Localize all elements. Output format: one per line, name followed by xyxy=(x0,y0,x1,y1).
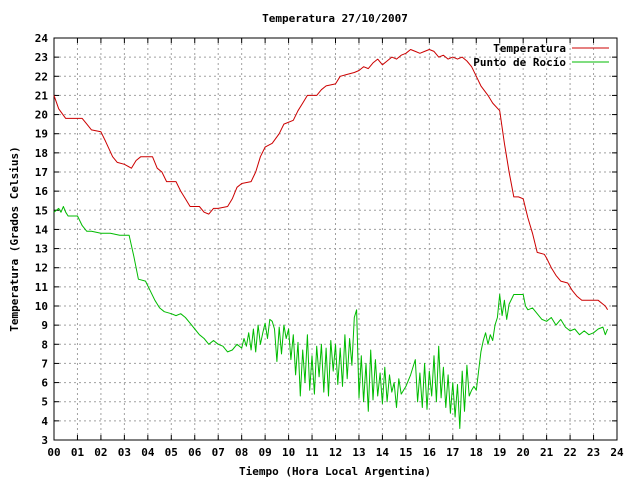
y-tick-label: 6 xyxy=(41,377,48,390)
x-tick-label: 18 xyxy=(470,446,483,459)
y-tick-label: 10 xyxy=(35,300,48,313)
legend-label: Punto de Rocío xyxy=(473,56,566,69)
y-tick-label: 14 xyxy=(35,223,49,236)
x-tick-label: 24 xyxy=(610,446,624,459)
x-axis-ticks: 00 01 02 03 04 05 06 07 08 09 10 11 12 13 14 15 16 17 18 19… xyxy=(47,38,624,459)
y-tick-label: 16 xyxy=(35,185,49,198)
x-tick-label: 14 xyxy=(376,446,390,459)
x-tick-label: 07 xyxy=(212,446,225,459)
x-tick-label: 17 xyxy=(446,446,459,459)
x-tick-label: 21 xyxy=(540,446,554,459)
x-tick-label: 13 xyxy=(352,446,365,459)
x-tick-label: 00 xyxy=(47,446,60,459)
y-axis-ticks: 3 4 5 6 7 8 9 10 11 12 13 14 15 16 17 18 19 20 21 22 23 24 xyxy=(35,32,617,447)
y-tick-label: 17 xyxy=(35,166,48,179)
x-tick-label: 19 xyxy=(493,446,506,459)
series-line-temperatura xyxy=(53,49,609,311)
x-tick-label: 06 xyxy=(188,446,202,459)
x-tick-label: 02 xyxy=(94,446,107,459)
y-tick-label: 11 xyxy=(35,281,49,294)
series-line-punto-de-rocio xyxy=(53,206,609,429)
y-tick-label: 13 xyxy=(35,243,48,256)
y-tick-label: 9 xyxy=(41,319,48,332)
legend-label: Temperatura xyxy=(493,42,566,55)
y-tick-label: 24 xyxy=(35,32,49,45)
x-tick-label: 05 xyxy=(165,446,178,459)
y-tick-label: 20 xyxy=(35,109,48,122)
x-tick-label: 04 xyxy=(141,446,155,459)
x-tick-label: 08 xyxy=(235,446,248,459)
x-tick-label: 01 xyxy=(71,446,85,459)
y-tick-label: 3 xyxy=(41,434,48,447)
y-tick-label: 21 xyxy=(35,89,49,102)
y-tick-label: 4 xyxy=(41,415,48,428)
y-tick-label: 5 xyxy=(41,396,48,409)
y-tick-label: 19 xyxy=(35,128,48,141)
y-tick-label: 18 xyxy=(35,147,48,160)
y-tick-label: 23 xyxy=(35,51,48,64)
x-tick-label: 16 xyxy=(423,446,437,459)
x-tick-label: 22 xyxy=(563,446,576,459)
x-tick-label: 11 xyxy=(305,446,319,459)
y-tick-label: 12 xyxy=(35,262,48,275)
y-tick-label: 8 xyxy=(41,338,48,351)
x-tick-label: 03 xyxy=(118,446,131,459)
x-tick-label: 10 xyxy=(282,446,295,459)
y-tick-label: 7 xyxy=(41,357,48,370)
y-tick-label: 22 xyxy=(35,70,48,83)
y-axis-label: Temperatura (Grados Celsius) xyxy=(8,146,21,331)
x-tick-label: 20 xyxy=(517,446,530,459)
chart-title: Temperatura 27/10/2007 xyxy=(262,12,408,25)
series-lines xyxy=(53,49,609,429)
y-tick-label: 15 xyxy=(35,204,48,217)
x-tick-label: 15 xyxy=(399,446,412,459)
grid-lines xyxy=(54,38,617,440)
x-axis-label: Tiempo (Hora Local Argentina) xyxy=(239,465,431,478)
x-tick-label: 12 xyxy=(329,446,342,459)
x-tick-label: 23 xyxy=(587,446,600,459)
x-tick-label: 09 xyxy=(259,446,272,459)
